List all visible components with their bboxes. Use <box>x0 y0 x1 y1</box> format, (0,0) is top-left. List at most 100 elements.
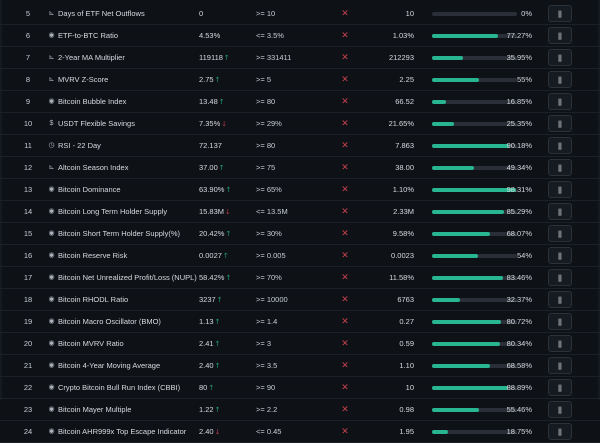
progress-percent: 35.95% <box>506 53 532 62</box>
chart-button[interactable]: ⫼ <box>548 335 572 352</box>
table-row-9[interactable]: 9 ◉ Bitcoin Bubble Index 13.48 🡑 >= 80 ✕ … <box>0 91 600 113</box>
not-hit-icon: ✕ <box>341 8 349 18</box>
table-row-19[interactable]: 19 ◉ Bitcoin Macro Oscillator (BMO) 1.13… <box>0 311 600 333</box>
chart-button-icon: ⫼ <box>558 186 562 195</box>
indicator-name[interactable]: USDT Flexible Savings <box>58 119 135 128</box>
table-row-14[interactable]: 14 ◉ Bitcoin Long Term Holder Supply 15.… <box>0 201 600 223</box>
chart-button[interactable]: ⫼ <box>548 313 572 330</box>
progress-percent: 54% <box>516 251 532 260</box>
current-value: 2.41 🡑 <box>199 333 259 354</box>
indicator-name[interactable]: MVRV Z-Score <box>58 75 109 84</box>
indicator-name[interactable]: 2-Year MA Multiplier <box>58 53 125 62</box>
bitcoin-icon: ◉ <box>48 230 55 237</box>
table-row-10[interactable]: 10 $ USDT Flexible Savings 7.35% 🡓 >= 29%… <box>0 113 600 135</box>
table-row-6[interactable]: 6 ◉ ETF-to-BTC Ratio 4.53% <= 3.5% ✕ 1.0… <box>0 25 600 47</box>
indicator-name[interactable]: Bitcoin Reserve Risk <box>58 251 128 260</box>
indicator-name[interactable]: Bitcoin Bubble Index <box>58 97 127 106</box>
table-row-22[interactable]: 22 ◉ Crypto Bitcoin Bull Run Index (CBBI… <box>0 377 600 399</box>
current-value: 80 🡑 <box>199 377 259 398</box>
table-row-16[interactable]: 16 ◉ Bitcoin Reserve Risk 0.0027 🡑 >= 0.0… <box>0 245 600 267</box>
indicator-name[interactable]: Bitcoin Macro Oscillator (BMO) <box>58 317 161 326</box>
chart-button[interactable]: ⫼ <box>548 115 572 132</box>
indicator-name[interactable]: Bitcoin Long Term Holder Supply <box>58 207 168 216</box>
bitcoin-icon: ◉ <box>48 340 55 347</box>
chart-button-icon: ⫼ <box>558 428 562 437</box>
current-value-text: 63.90% <box>199 185 225 194</box>
chart-button[interactable]: ⫼ <box>548 203 572 220</box>
chart-button-icon: ⫼ <box>558 98 562 107</box>
chart-button[interactable]: ⫼ <box>548 159 572 176</box>
indicator-name[interactable]: Bitcoin Mayer Multiple <box>58 405 132 414</box>
chart-button[interactable]: ⫼ <box>548 291 572 308</box>
table-row-8[interactable]: 8 ⊾ MVRV Z-Score 2.75 🡑 >= 5 ✕ 2.25 55% ⫼ <box>0 69 600 91</box>
row-number: 19 <box>23 317 33 326</box>
chart-button[interactable]: ⫼ <box>548 401 572 418</box>
target-value: >= 331411 <box>256 53 292 62</box>
current-value-text: 0 <box>199 9 204 18</box>
arrow-up-icon: 🡑 <box>219 99 224 106</box>
chart-button-icon: ⫼ <box>558 274 562 283</box>
indicator-name[interactable]: Bitcoin Short Term Holder Supply(%) <box>58 229 180 238</box>
progress-percent: 55% <box>516 75 532 84</box>
bitcoin-icon: ◉ <box>48 406 55 413</box>
chart-button[interactable]: ⫼ <box>548 423 572 440</box>
chart-button[interactable]: ⫼ <box>548 379 572 396</box>
indicator-name[interactable]: Altcoin Season Index <box>58 163 129 172</box>
progress-bar-fill <box>432 78 479 82</box>
chart-button[interactable]: ⫼ <box>548 27 572 44</box>
table-row-15[interactable]: 15 ◉ Bitcoin Short Term Holder Supply(%)… <box>0 223 600 245</box>
table-row-20[interactable]: 20 ◉ Bitcoin MVRV Ratio 2.41 🡑 >= 3 ✕ 0.5… <box>0 333 600 355</box>
table-row-11[interactable]: 11 ◷ RSI - 22 Day 72.137 >= 80 ✕ 7.863 9… <box>0 135 600 157</box>
chart-button[interactable]: ⫼ <box>548 93 572 110</box>
chart-button[interactable]: ⫼ <box>548 181 572 198</box>
table-row-18[interactable]: 18 ◉ Bitcoin RHODL Ratio 3237 🡑 >= 10000 … <box>0 289 600 311</box>
row-number: 9 <box>25 97 31 106</box>
progress-bar-fill <box>432 100 447 104</box>
indicator-name[interactable]: Bitcoin RHODL Ratio <box>58 295 129 304</box>
chart-button[interactable]: ⫼ <box>548 137 572 154</box>
chart-button[interactable]: ⫼ <box>548 357 572 374</box>
table-row-5[interactable]: 5 ⊾ Days of ETF Net Outflows 0 >= 10 ✕ 1… <box>0 3 600 25</box>
row-number: 11 <box>24 141 32 150</box>
chart-button[interactable]: ⫼ <box>548 247 572 264</box>
table-row-17[interactable]: 17 ◉ Bitcoin Net Unrealized Profit/Loss … <box>0 267 600 289</box>
table-row-21[interactable]: 21 ◉ Bitcoin 4-Year Moving Average 2.40 🡑… <box>0 355 600 377</box>
current-value-text: 13.48 <box>199 97 218 106</box>
current-value-text: 1.13 <box>199 317 214 326</box>
indicator-name[interactable]: Bitcoin Net Unrealized Profit/Loss (NUPL… <box>58 273 197 282</box>
progress-percent: 68.58% <box>506 361 532 370</box>
progress-bar-fill <box>432 122 454 126</box>
chart-button[interactable]: ⫼ <box>548 269 572 286</box>
indicator-name[interactable]: Bitcoin AHR999x Top Escape Indicator <box>58 427 187 436</box>
table-row-7[interactable]: 7 ⊾ 2-Year MA Multiplier 119118 🡑 >= 3314… <box>0 47 600 69</box>
arrow-up-icon: 🡑 <box>219 165 224 172</box>
chart-button[interactable]: ⫼ <box>548 49 572 66</box>
table-row-24[interactable]: 24 ◉ Bitcoin AHR999x Top Escape Indicato… <box>0 421 600 443</box>
bitcoin-icon: ◉ <box>48 362 55 369</box>
row-number: 20 <box>23 339 33 348</box>
arrow-up-icon: 🡑 <box>215 77 220 84</box>
remaining-value: 10 <box>405 383 414 392</box>
remaining-value: 0.59 <box>399 339 414 348</box>
current-value-text: 80 <box>199 383 208 392</box>
chart-button[interactable]: ⫼ <box>548 225 572 242</box>
indicator-name[interactable]: Bitcoin Dominance <box>58 185 121 194</box>
chart-button[interactable]: ⫼ <box>548 5 572 22</box>
indicator-name[interactable]: RSI - 22 Day <box>58 141 101 150</box>
not-hit-icon: ✕ <box>341 52 349 62</box>
indicator-name[interactable]: Bitcoin MVRV Ratio <box>58 339 124 348</box>
indicator-name[interactable]: ETF-to-BTC Ratio <box>58 31 119 40</box>
current-value-text: 3237 <box>199 295 216 304</box>
indicator-name[interactable]: Bitcoin 4-Year Moving Average <box>58 361 161 370</box>
chart-button[interactable]: ⫼ <box>548 71 572 88</box>
table-row-23[interactable]: 23 ◉ Bitcoin Mayer Multiple 1.22 🡑 >= 2.2… <box>0 399 600 421</box>
indicator-name[interactable]: Crypto Bitcoin Bull Run Index (CBBI) <box>58 383 181 392</box>
indicator-name[interactable]: Days of ETF Net Outflows <box>58 9 145 18</box>
progress-bar-fill <box>432 144 509 148</box>
target-value: <= 13.5M <box>256 207 288 216</box>
table-row-13[interactable]: 13 ◉ Bitcoin Dominance 63.90% 🡑 >= 65% ✕ … <box>0 179 600 201</box>
table-row-12[interactable]: 12 ⊾ Altcoin Season Index 37.00 🡑 >= 75 ✕… <box>0 157 600 179</box>
chart-button-icon: ⫼ <box>558 10 562 19</box>
arrow-up-icon: 🡑 <box>209 385 213 392</box>
progress-bar <box>432 342 517 346</box>
